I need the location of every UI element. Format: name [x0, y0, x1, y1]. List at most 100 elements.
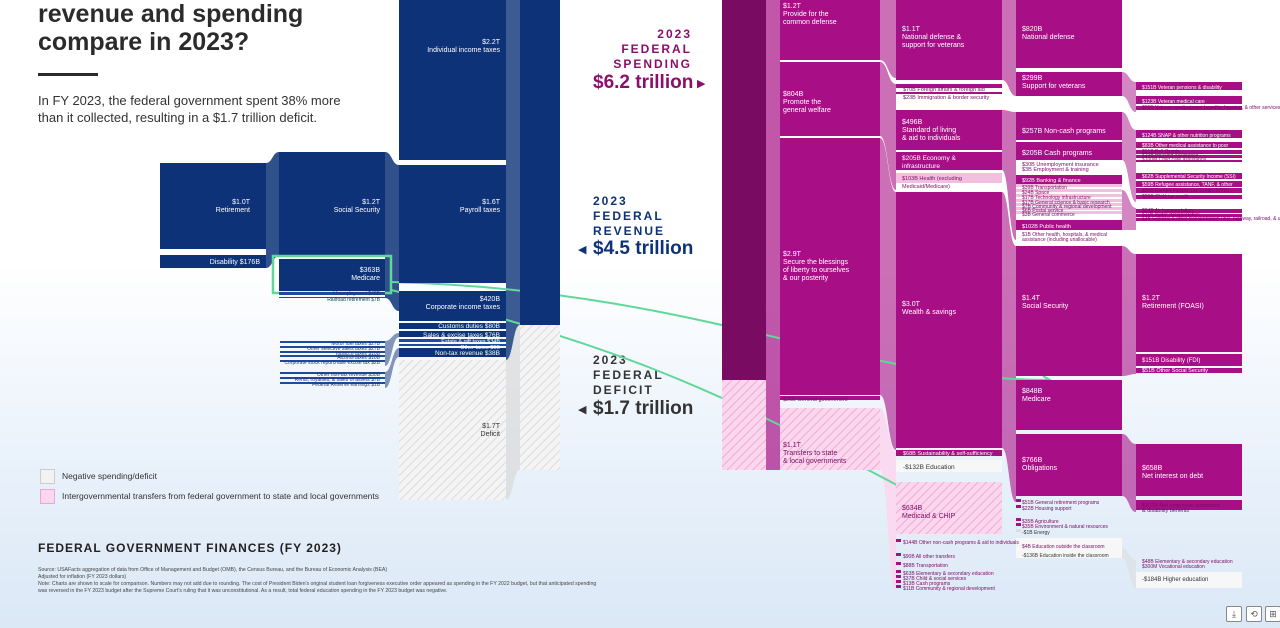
label-veteran-medical-care: $123B Veteran medical care — [1142, 99, 1205, 105]
node-technology-infrastructure-c3 — [1016, 194, 1122, 197]
node-health — [896, 173, 1002, 183]
spending-total-value: $6.2 trillion — [593, 72, 694, 93]
node-supplemental-security-income-ssi — [1136, 173, 1242, 179]
deficit-total-value: $1.7 trillion — [593, 398, 694, 419]
label-national-defense: $820B National defense — [1022, 26, 1075, 41]
label-sustainability: $68B Sustainability & self-sufficiency — [903, 451, 993, 457]
label-other-taxes: Other taxes $9B — [460, 345, 500, 351]
node-cash-programs — [896, 580, 901, 583]
flow-band — [880, 0, 896, 78]
label-disability: Disability $176B — [210, 259, 261, 266]
revenue-arrow-icon: ◀ — [578, 244, 587, 256]
label-rents-royalties-sales-of-assets: Rents, royalties, & sales of assets $7B — [295, 377, 381, 383]
label-net-employee: $107B Net employee retirement & disabilit… — [1142, 503, 1220, 514]
label-transportation: $88B Transportation — [903, 563, 948, 569]
flow-band — [880, 62, 896, 190]
download-button[interactable]: ⤓ — [1226, 606, 1242, 622]
node-general-science-basic-research-c3 — [1016, 199, 1122, 202]
node-unemployment — [279, 292, 385, 295]
node-transportation-c3 — [1016, 184, 1122, 187]
label-space-c3: $24B Space — [1022, 190, 1049, 196]
label-disability-fdi: $151B Disability (FDI) — [1142, 358, 1200, 364]
label-foreign-affairs: $70B Foreign affairs & foreign aid — [903, 87, 985, 93]
label-customs: Customs duties $80B — [438, 323, 500, 330]
spending-total-label: 2023 FEDERAL SPENDING — [613, 27, 692, 71]
label-non-tax: Non-tax revenue $38B — [435, 350, 500, 357]
flow-band — [880, 408, 896, 590]
node-pell-grants — [1136, 150, 1242, 154]
label-all-other-transfers: $90B All other transfers — [903, 554, 955, 560]
label-motor-fuel-taxes: Motor fuel taxes $27B — [331, 341, 380, 347]
label-tobacco-taxes: Tobacco taxes $10B — [335, 351, 381, 357]
node-snap-other-nutrition-programs — [1136, 130, 1242, 138]
legend-negative-swatch — [40, 469, 55, 484]
label-pell-grants: $31B Pell Grants — [1142, 149, 1180, 155]
node-non-tax — [399, 348, 506, 357]
footer-disclaimer: Note: Charts are shown to scale for comp… — [38, 581, 597, 594]
flow-band — [1122, 190, 1136, 230]
label-net-interest: $658B Net interest on debt — [1142, 465, 1203, 480]
label-estate: Estate & gift taxes $34B — [441, 339, 500, 345]
node-other-non-cash-programs-aid-to-individuals — [896, 539, 901, 542]
label-banking: $92B Banking & finance — [1022, 178, 1081, 184]
label-refugee-assistance-tanf-other: $59B Refugee assistance, TANF, & other — [1142, 182, 1233, 188]
label-other-selective-sales-taxes: Other selective sales taxes $27B — [307, 346, 380, 352]
node-medicare — [279, 259, 385, 291]
node-net-interest — [1136, 444, 1242, 496]
node-estate — [399, 339, 506, 342]
node-motor-fuel-taxes — [280, 341, 385, 343]
label-snap-other-nutrition-programs: $124B SNAP & other nutrition programs — [1142, 133, 1231, 139]
node-elementary-secondary-education — [896, 570, 901, 573]
node-education — [896, 460, 1002, 472]
label-water-transportation: $11B Water transportation — [1142, 212, 1200, 218]
node-transfers-to-state-local-governments — [780, 408, 880, 470]
flow-band — [1122, 72, 1136, 112]
node-community-regional-development-c3 — [1016, 203, 1122, 206]
expand-button[interactable]: ⊞ — [1265, 606, 1280, 622]
node-all-other-transfers — [896, 553, 901, 556]
label-veteran-pensions-disability: $151B Veteran pensions & disability — [1142, 85, 1222, 91]
intro-text: In FY 2023, the federal government spent… — [38, 93, 341, 125]
node-corporate — [399, 291, 506, 321]
node-general-government — [780, 396, 880, 400]
label-earned-income-tax-credit-eitc: $55B Earned Income Tax Credit (EITC) — [1142, 188, 1229, 194]
node-child-social-services — [896, 575, 901, 578]
label-alcohol-taxes: Alcohol taxes $10B — [337, 355, 380, 361]
label-other-social-security: $51B Other Social Security — [1142, 368, 1208, 374]
label-unemployment-insurance: $30B Unemployment insurance — [1022, 162, 1099, 168]
label-general-science-basic-research-c3: $17B General science & basic research — [1022, 200, 1110, 206]
node-earned-income-tax-credit-eitc — [1136, 188, 1242, 193]
node-veteran-readjustment-benefits-housing-other-services — [1136, 106, 1242, 110]
node-defense-veterans — [896, 0, 1002, 80]
revenue-total-label: 2023 FEDERAL REVENUE — [593, 194, 666, 238]
node-banking — [1016, 175, 1122, 184]
label-general-commerce-c3: $3B General commerce — [1022, 212, 1075, 218]
label-wealth-savings: $3.0T Wealth & savings — [902, 301, 956, 316]
node-refugee-assistance-tanf-other — [1136, 181, 1242, 187]
node-tobacco-taxes — [280, 351, 385, 353]
label-vocational: $300M Vocational education — [1142, 564, 1205, 570]
label-other-medical-assistance-to-poor: $83B Other medical assistance to poor — [1142, 143, 1228, 149]
node-customs — [399, 323, 506, 329]
label-corporate: $420B Corporate income taxes — [426, 296, 501, 311]
label-community-regional-development-c3: $7B Community & regional development — [1022, 204, 1112, 210]
label-elementary-c4: $48B Elementary & secondary education — [1142, 559, 1233, 565]
label-housing-assistance: $19B Housing assistance — [1142, 153, 1199, 159]
node-space-c3 — [1016, 189, 1122, 192]
label-medicare-c3: $848B Medicare — [1022, 388, 1051, 403]
node-disability-fdi — [1136, 354, 1242, 366]
label-retirement: $1.0T Retirement — [216, 199, 251, 214]
footer-title: FEDERAL GOVERNMENT FINANCES (FY 2023) — [38, 541, 342, 555]
node-housing-support — [1016, 505, 1021, 508]
flow-band — [506, 325, 520, 500]
label-employment-training: $3B Employment & training — [1022, 167, 1089, 173]
label-other-health: $1B Other health, hospitals, & medical as… — [1022, 232, 1107, 243]
node-retirement — [160, 163, 266, 249]
node-support-veterans — [1016, 72, 1122, 96]
node-agriculture — [1016, 518, 1021, 521]
share-button[interactable]: ⟲ — [1246, 606, 1262, 622]
node-economy — [896, 152, 1002, 170]
flow-band — [1122, 434, 1136, 512]
label-individual-income: $2.2T Individual income taxes — [427, 39, 500, 54]
label-elementary-secondary-education: $63B Elementary & secondary education — [903, 571, 994, 577]
